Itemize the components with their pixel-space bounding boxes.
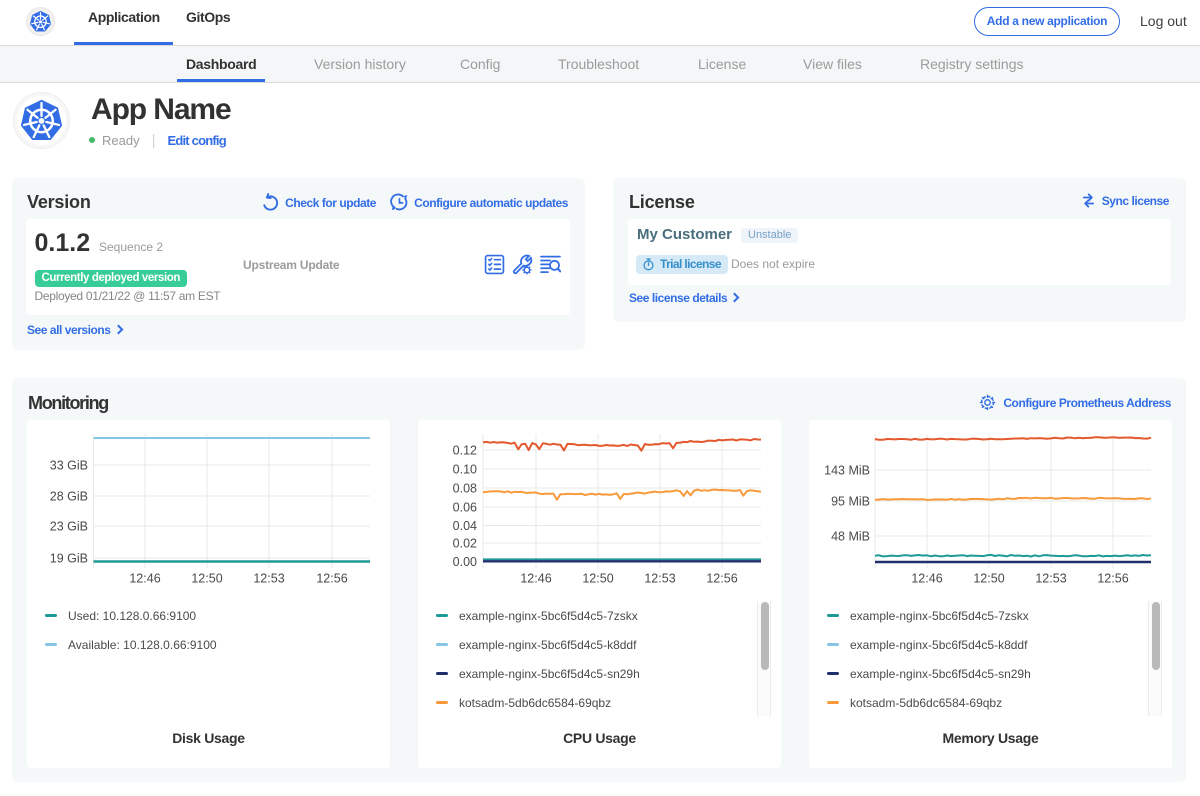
svg-text:33 GiB: 33 GiB <box>50 459 88 473</box>
svg-text:12:46: 12:46 <box>911 572 942 586</box>
svg-text:12:53: 12:53 <box>253 572 284 586</box>
svg-text:12:56: 12:56 <box>316 572 347 586</box>
svg-text:0.12: 0.12 <box>453 444 477 458</box>
svg-text:12:46: 12:46 <box>520 572 551 586</box>
svg-text:12:56: 12:56 <box>1097 572 1128 586</box>
svg-text:0.02: 0.02 <box>453 537 477 551</box>
svg-text:12:46: 12:46 <box>129 572 160 586</box>
svg-text:19 GiB: 19 GiB <box>50 552 88 566</box>
svg-text:95 MiB: 95 MiB <box>831 495 870 509</box>
svg-text:23 GiB: 23 GiB <box>50 520 88 534</box>
svg-text:28 GiB: 28 GiB <box>50 490 88 504</box>
svg-text:48 MiB: 48 MiB <box>831 530 870 544</box>
svg-text:0.10: 0.10 <box>453 463 477 477</box>
svg-text:12:53: 12:53 <box>1035 572 1066 586</box>
svg-text:12:50: 12:50 <box>582 572 613 586</box>
svg-text:0.06: 0.06 <box>453 501 477 515</box>
svg-text:12:56: 12:56 <box>706 572 737 586</box>
svg-text:12:50: 12:50 <box>973 572 1004 586</box>
svg-text:12:53: 12:53 <box>644 572 675 586</box>
svg-text:12:50: 12:50 <box>191 572 222 586</box>
svg-text:0.00: 0.00 <box>453 555 477 569</box>
svg-text:0.08: 0.08 <box>453 482 477 496</box>
svg-text:0.04: 0.04 <box>453 519 477 533</box>
svg-text:143 MiB: 143 MiB <box>824 464 870 478</box>
